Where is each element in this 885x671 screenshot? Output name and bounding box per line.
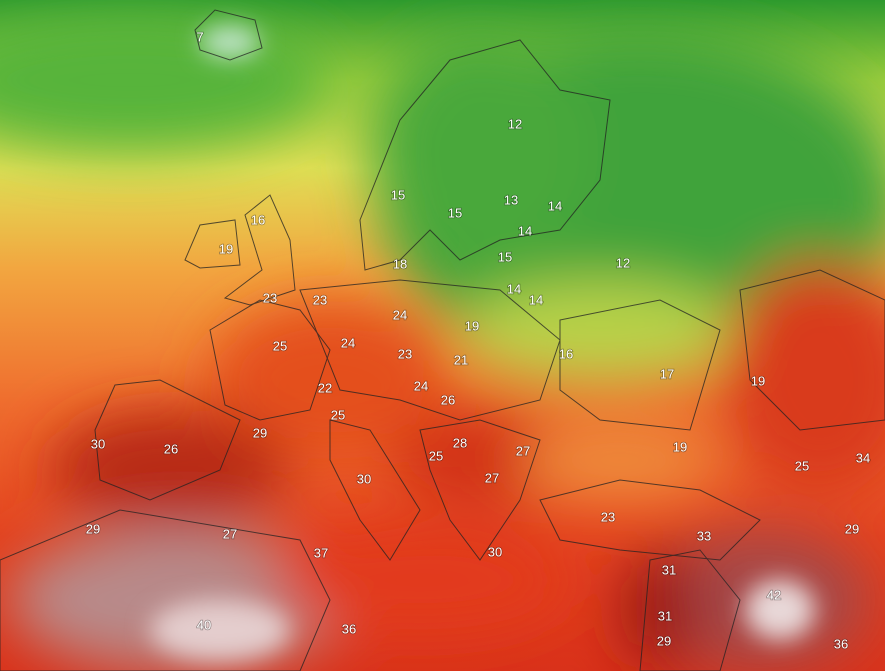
temperature-label: 19 — [673, 439, 687, 454]
temperature-label: 17 — [660, 366, 674, 381]
temperature-label: 34 — [856, 450, 870, 465]
temperature-label: 31 — [658, 608, 672, 623]
temperature-label: 24 — [393, 307, 407, 322]
temperature-label: 30 — [91, 436, 105, 451]
temperature-label: 19 — [219, 241, 233, 256]
temperature-label: 25 — [273, 338, 287, 353]
temperature-label: 29 — [253, 425, 267, 440]
temperature-label: 31 — [662, 562, 676, 577]
temperature-label: 7 — [196, 29, 203, 44]
temperature-label: 16 — [251, 212, 265, 227]
temperature-label: 42 — [767, 587, 781, 602]
temperature-label: 28 — [453, 435, 467, 450]
temperature-label: 24 — [341, 335, 355, 350]
temperature-label: 22 — [318, 380, 332, 395]
temperature-label: 29 — [845, 521, 859, 536]
temperature-label: 23 — [398, 346, 412, 361]
temperature-label: 25 — [331, 407, 345, 422]
temperature-label: 14 — [529, 292, 543, 307]
temperature-label: 27 — [485, 470, 499, 485]
temperature-label: 23 — [263, 290, 277, 305]
temperature-label: 14 — [518, 223, 532, 238]
temperature-label: 29 — [657, 633, 671, 648]
temperature-label: 14 — [548, 198, 562, 213]
temperature-label: 24 — [414, 378, 428, 393]
temperature-label: 13 — [504, 192, 518, 207]
temperature-label: 26 — [441, 392, 455, 407]
temperature-label: 40 — [197, 617, 211, 632]
temperature-label: 14 — [507, 281, 521, 296]
highlights — [150, 26, 815, 660]
temperature-label: 12 — [616, 255, 630, 270]
temperature-label: 15 — [448, 205, 462, 220]
temperature-labels: 7 12 15 15 13 14 14 16 19 18 15 12 14 14 23 23 24 19 25 24 2… — [85, 29, 871, 653]
temperature-label: 29 — [86, 521, 100, 536]
temperature-label: 30 — [357, 471, 371, 486]
temperature-label: 25 — [429, 448, 443, 463]
temperature-label: 19 — [751, 373, 765, 388]
temperature-label: 19 — [465, 318, 479, 333]
temperature-label: 16 — [559, 346, 573, 361]
temperature-label: 23 — [601, 509, 615, 524]
temperature-label: 15 — [498, 249, 512, 264]
temperature-label: 18 — [393, 256, 407, 271]
temperature-label: 36 — [342, 621, 356, 636]
temperature-label: 36 — [834, 636, 848, 651]
temperature-label: 30 — [488, 544, 502, 559]
temperature-label: 23 — [313, 292, 327, 307]
temperature-label: 33 — [697, 528, 711, 543]
temperature-label: 27 — [223, 526, 237, 541]
borders — [0, 9, 885, 671]
temperature-label: 37 — [314, 545, 328, 560]
temperature-label: 21 — [454, 352, 468, 367]
temperature-label: 15 — [391, 187, 405, 202]
temperature-label: 26 — [164, 441, 178, 456]
temperature-label: 25 — [795, 458, 809, 473]
temperature-label: 27 — [516, 443, 530, 458]
temperature-label: 12 — [508, 116, 522, 131]
